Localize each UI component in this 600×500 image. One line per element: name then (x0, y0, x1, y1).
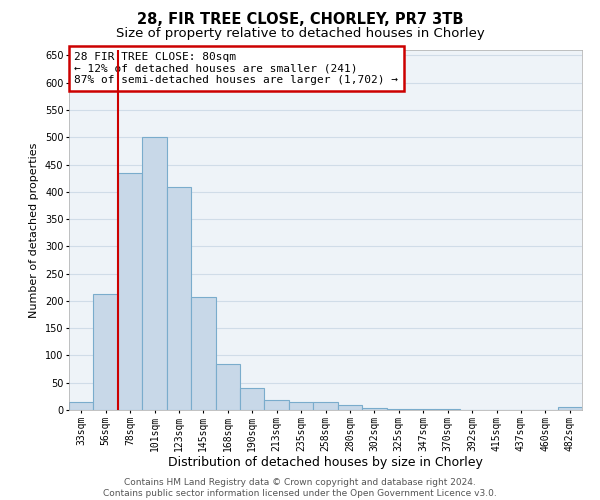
Bar (118, 172, 142, 410)
Bar (142, 138, 167, 410)
Text: Size of property relative to detached houses in Chorley: Size of property relative to detached ho… (116, 28, 484, 40)
Bar (557, 408, 582, 410)
Bar (94, 294, 118, 410)
Bar (69, 402, 94, 410)
Bar (191, 297, 215, 410)
X-axis label: Distribution of detached houses by size in Chorley: Distribution of detached houses by size … (168, 456, 483, 469)
Bar (338, 404, 362, 410)
Bar (289, 402, 313, 410)
Text: Contains HM Land Registry data © Crown copyright and database right 2024.
Contai: Contains HM Land Registry data © Crown c… (103, 478, 497, 498)
Bar (167, 188, 191, 410)
Text: 28, FIR TREE CLOSE, CHORLEY, PR7 3TB: 28, FIR TREE CLOSE, CHORLEY, PR7 3TB (137, 12, 463, 28)
Text: 28 FIR TREE CLOSE: 80sqm
← 12% of detached houses are smaller (241)
87% of semi-: 28 FIR TREE CLOSE: 80sqm ← 12% of detach… (74, 52, 398, 85)
Bar (240, 388, 265, 410)
Bar (313, 402, 338, 410)
Bar (362, 408, 386, 410)
Bar (215, 364, 240, 410)
Bar (265, 400, 289, 410)
Y-axis label: Number of detached properties: Number of detached properties (29, 142, 39, 318)
